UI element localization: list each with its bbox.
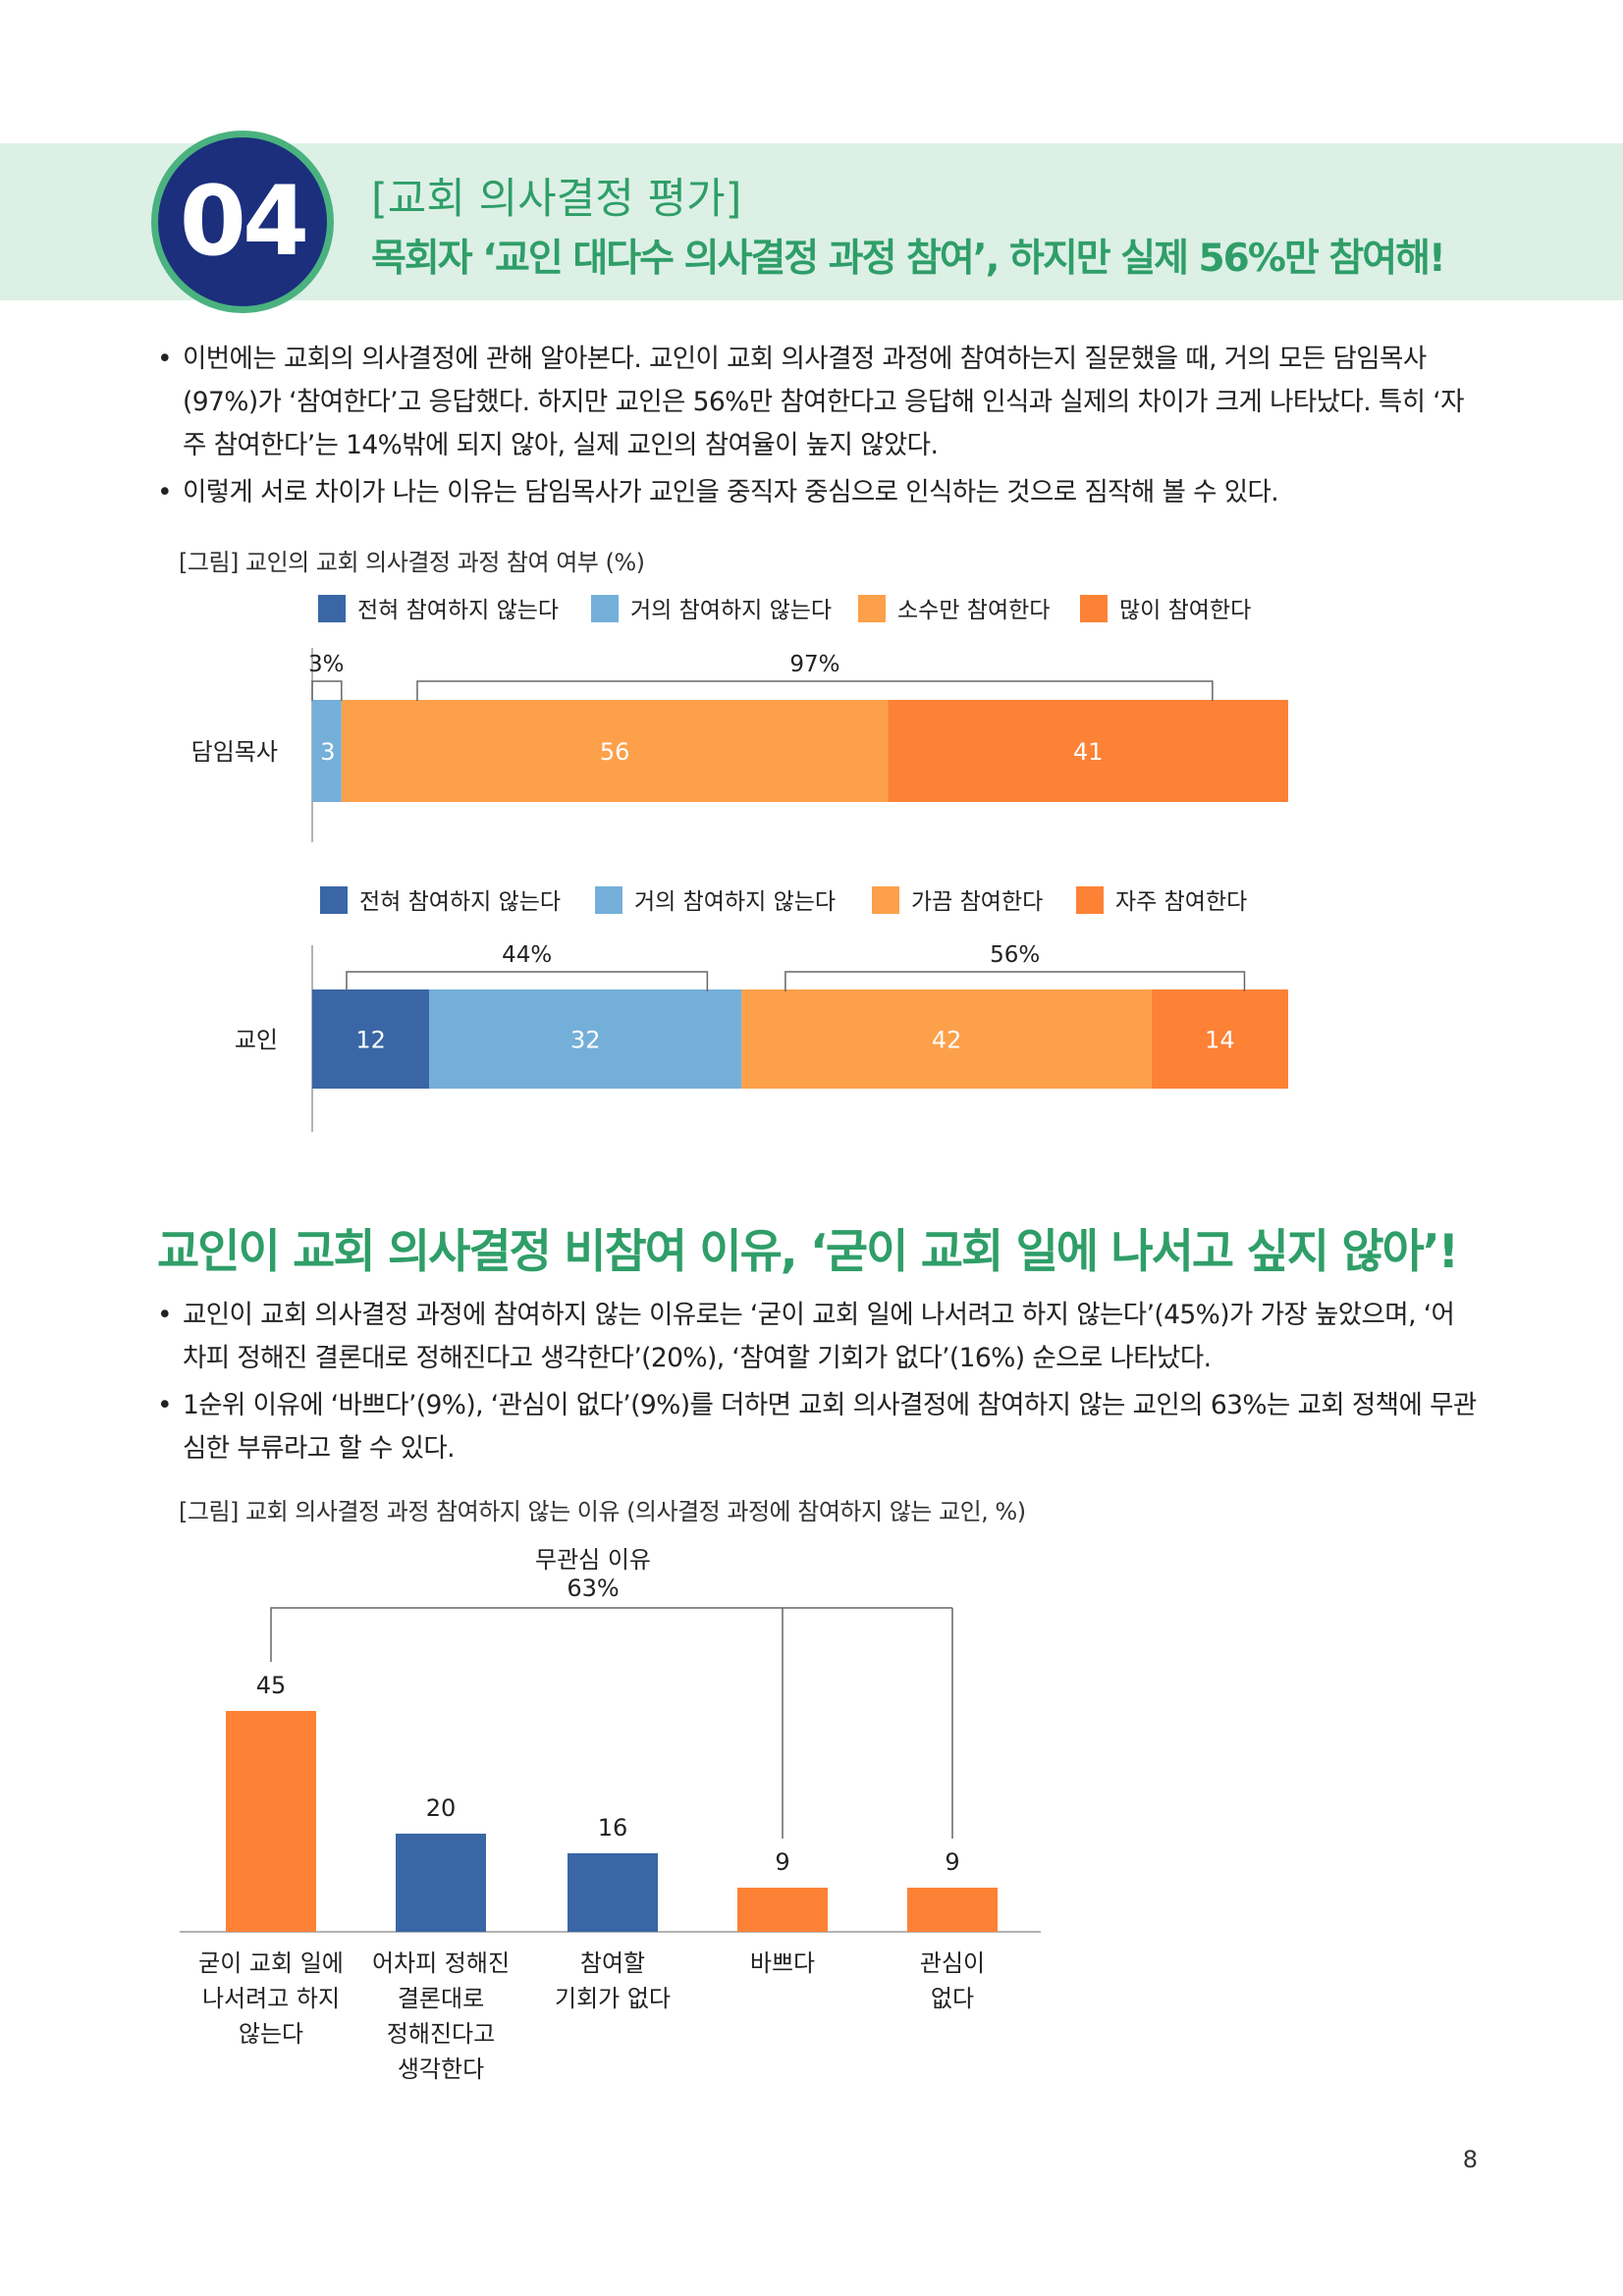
bar-segment [741, 989, 1152, 1089]
group-bracket [270, 1607, 952, 1662]
bar [226, 1711, 316, 1932]
category-label: 관심이 [920, 1949, 985, 1977]
bar [396, 1834, 486, 1932]
data-label: 9 [775, 1848, 789, 1876]
category-label: 굳이 교회 일에 [198, 1949, 344, 1977]
legend-label: 자주 참여한다 [1115, 889, 1247, 915]
data-label: 16 [598, 1814, 628, 1842]
section-title: 목회자 ‘교인 대다수 의사결정 과정 참여’, 하지만 실제 56%만 참여해… [371, 237, 1446, 281]
data-label: 3 [320, 738, 335, 766]
legend-swatch [858, 595, 886, 622]
data-label: 12 [355, 1027, 386, 1054]
annotation-label: 56% [990, 942, 1040, 968]
page-number: 8 [1462, 2146, 1478, 2173]
annotation-label: 97% [789, 652, 839, 677]
bar-segment [888, 700, 1288, 802]
figure-1-caption: [그림] 교인의 교회 의사결정 과정 참여 여부 (%) [179, 549, 645, 576]
annotation-bracket [784, 971, 1246, 991]
bullet-item: • 이렇게 서로 차이가 나는 이유는 담임목사가 교인을 중직자 중심으로 인식… [157, 471, 1478, 514]
legend-swatch [872, 886, 899, 914]
legend-label: 전혀 참여하지 않는다 [357, 598, 559, 623]
bullet-marker: • [157, 344, 173, 374]
bar-segment [1151, 989, 1288, 1089]
group-annotation-label: 63% [567, 1575, 619, 1602]
legend-swatch [318, 595, 346, 622]
bullet-marker: • [157, 477, 173, 507]
category-label: 교인 [235, 1027, 278, 1054]
intro-bullets: • 이번에는 교회의 의사결정에 관해 알아본다. 교인이 교회 의사결정 과정에… [157, 338, 1478, 518]
bullet-item: • 교인이 교회 의사결정 과정에 참여하지 않는 이유로는 ‘굳이 교회 일에 … [157, 1294, 1478, 1380]
category-label: 정해진다고 [387, 2020, 495, 2048]
bar [737, 1888, 828, 1932]
category-label: 않는다 [239, 2020, 303, 2048]
section-tag: [교회 의사결정 평가] [371, 175, 742, 224]
bullet-text: 이렇게 서로 차이가 나는 이유는 담임목사가 교인을 중직자 중심으로 인식하… [183, 477, 1279, 507]
legend-swatch [595, 886, 622, 914]
data-label: 20 [426, 1794, 457, 1822]
legend-label: 많이 참여한다 [1119, 598, 1251, 623]
bullet-marker: • [157, 1390, 173, 1420]
bullet-marker: • [157, 1300, 173, 1330]
annotation-bracket [311, 680, 343, 701]
bar [568, 1853, 658, 1932]
category-label: 어차피 정해진 [372, 1949, 510, 1977]
bar-segment [429, 989, 742, 1089]
legend-label: 거의 참여하지 않는다 [630, 598, 832, 623]
data-label: 56 [600, 738, 630, 766]
bar-segment [312, 700, 342, 802]
annotation-label: 44% [502, 942, 552, 968]
legend-label: 전혀 참여하지 않는다 [359, 889, 561, 915]
bar-segment [312, 989, 430, 1089]
category-label: 생각한다 [398, 2056, 484, 2083]
sub-heading: 교인이 교회 의사결정 비참여 이유, ‘굳이 교회 일에 나서고 싶지 않아’… [157, 1225, 1459, 1279]
annotation-label: 3% [308, 652, 345, 677]
legend-swatch [1076, 886, 1104, 914]
annotation-bracket [416, 680, 1214, 701]
figure-2-caption: [그림] 교회 의사결정 과정 참여하지 않는 이유 (의사결정 과정에 참여하… [179, 1498, 1026, 1525]
category-label: 참여할 [580, 1949, 645, 1977]
data-label: 32 [570, 1027, 601, 1054]
category-label: 결론대로 [398, 1985, 484, 2012]
category-label: 나서려고 하지 [202, 1985, 340, 2012]
data-label: 41 [1073, 738, 1104, 766]
data-label: 14 [1205, 1027, 1235, 1054]
section-number-badge: 04 [151, 131, 334, 313]
data-label: 45 [256, 1672, 287, 1699]
category-label: 없다 [931, 1985, 974, 2012]
category-label: 바쁘다 [750, 1949, 815, 1977]
data-label: 42 [932, 1027, 962, 1054]
legend-label: 소수만 참여한다 [897, 598, 1050, 623]
group-annotation-label: 무관심 이유 [535, 1546, 651, 1574]
bullet-item: • 1순위 이유에 ‘바쁘다’(9%), ‘관심이 없다’(9%)를 더하면 교회… [157, 1384, 1478, 1470]
bar [907, 1888, 998, 1932]
legend-swatch [1080, 595, 1108, 622]
legend-label: 가끔 참여한다 [911, 889, 1043, 915]
participation-chart: 전혀 참여하지 않는다 거의 참여하지 않는다 소수만 참여한다 많이 참여한다담임목… [191, 595, 1288, 1132]
annotation-bracket [346, 971, 709, 991]
category-label: 기회가 없다 [555, 1985, 671, 2012]
bullet-item: • 이번에는 교회의 의사결정에 관해 알아본다. 교인이 교회 의사결정 과정에… [157, 338, 1478, 467]
reason-bullets: • 교인이 교회 의사결정 과정에 참여하지 않는 이유로는 ‘굳이 교회 일에 … [157, 1294, 1478, 1474]
legend-swatch [320, 886, 348, 914]
legend-label: 거의 참여하지 않는다 [634, 889, 836, 915]
bar-segment [341, 700, 889, 802]
legend-swatch [591, 595, 619, 622]
bullet-text: 교인이 교회 의사결정 과정에 참여하지 않는 이유로는 ‘굳이 교회 일에 나… [183, 1300, 1455, 1373]
category-label: 담임목사 [191, 738, 278, 766]
bullet-text: 이번에는 교회의 의사결정에 관해 알아본다. 교인이 교회 의사결정 과정에 … [183, 344, 1464, 460]
data-label: 9 [945, 1848, 959, 1876]
bullet-text: 1순위 이유에 ‘바쁘다’(9%), ‘관심이 없다’(9%)를 더하면 교회 … [183, 1390, 1477, 1464]
